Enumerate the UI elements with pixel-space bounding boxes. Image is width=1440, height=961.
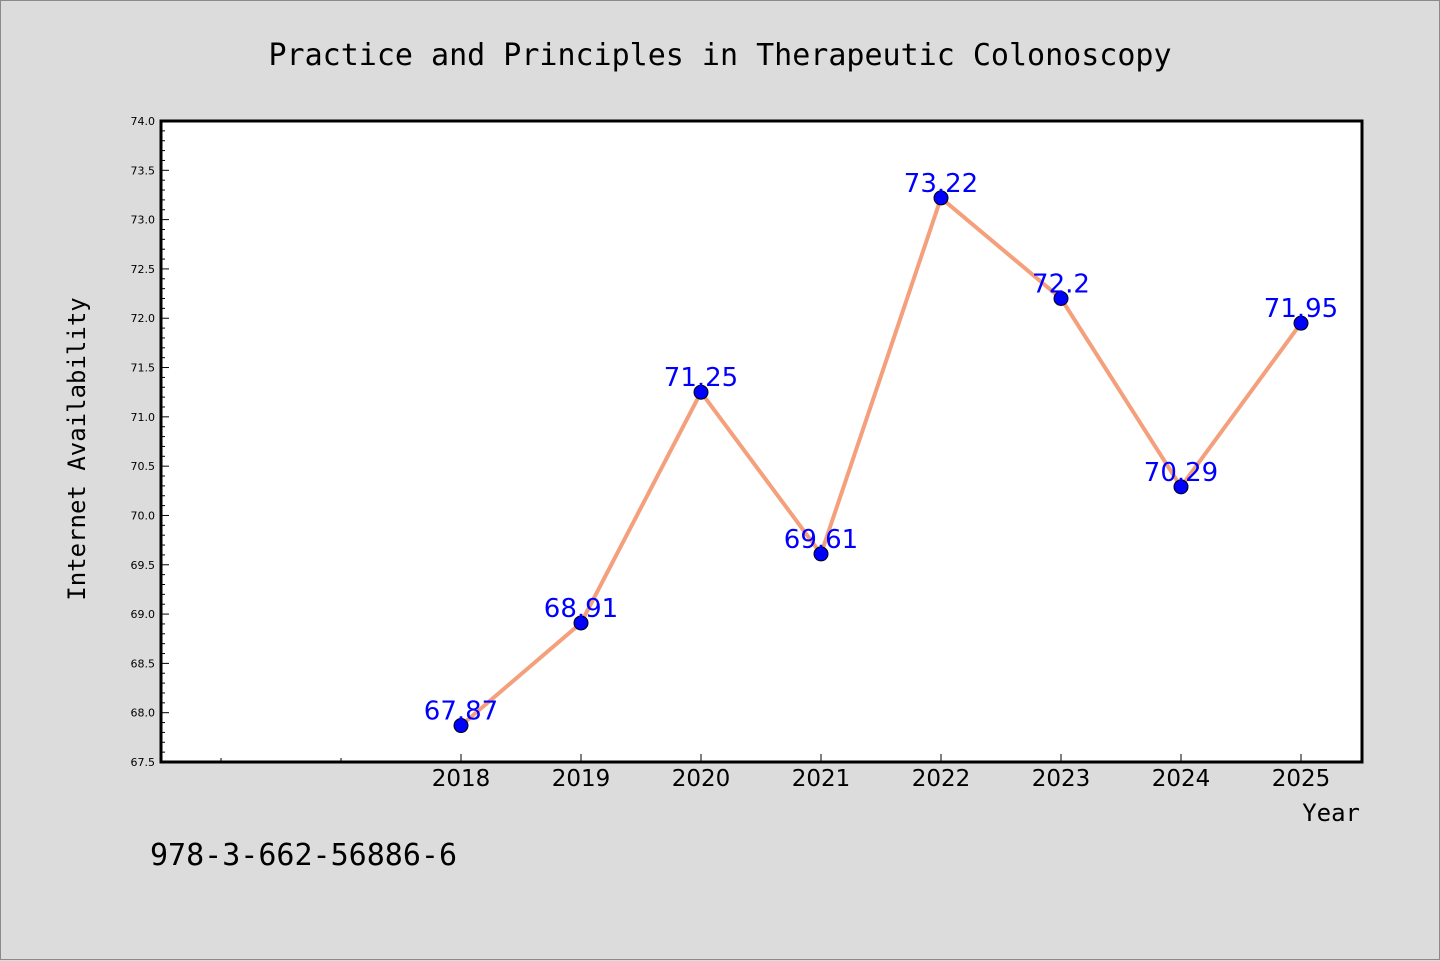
x-tick-label: 2019 [552, 766, 611, 792]
x-tick-label: 2021 [792, 766, 851, 792]
data-label: 70.29 [1144, 458, 1218, 488]
y-tick-label: 68.0 [131, 707, 156, 720]
x-axis-label: Year [1302, 799, 1360, 827]
y-tick-label: 73.5 [131, 164, 156, 177]
x-tick-label: 2020 [672, 766, 731, 792]
data-point [453, 718, 469, 734]
y-tick-label: 68.5 [131, 657, 156, 670]
y-axis-label: Internet Availability [63, 297, 91, 600]
chart-title: Practice and Principles in Therapeutic C… [268, 38, 1171, 73]
y-tick-label: 71.5 [131, 362, 156, 375]
data-point [813, 546, 829, 562]
y-tick-label: 70.5 [131, 460, 156, 473]
data-point [1293, 315, 1309, 331]
y-tick-label: 73.0 [131, 214, 156, 227]
y-tick-label: 74.0 [131, 115, 156, 128]
data-point [1053, 291, 1069, 307]
data-point [573, 615, 589, 631]
data-label: 71.95 [1264, 294, 1338, 324]
series-group: 67.87 68.91 71.25 69.61 73.22 72.2 70.29 71.95 [424, 169, 1338, 734]
y-axis: 67.5 68.0 68.5 69.0 69.5 70.0 70.5 71.0 71.5 72.0… [131, 115, 169, 769]
x-tick-label: 2024 [1152, 766, 1211, 792]
y-tick-label: 69.5 [131, 559, 156, 572]
y-tick-label: 70.0 [131, 509, 156, 522]
y-tick-label: 72.0 [131, 312, 156, 325]
data-label: 71.25 [664, 363, 738, 393]
x-axis: 2018 2019 2020 2021 2022 2023 2024 2025 [220, 754, 1331, 792]
y-tick-label: 67.5 [131, 756, 156, 769]
data-label: 73.22 [904, 169, 978, 199]
data-point [933, 190, 949, 206]
data-label: 69.61 [784, 525, 858, 555]
data-label: 72.2 [1032, 270, 1090, 300]
isbn-footer: 978-3-662-56886-6 [150, 838, 457, 873]
series-line [459, 195, 1303, 728]
data-label: 68.91 [544, 594, 618, 624]
data-point [1173, 479, 1189, 495]
y-tick-label: 72.5 [131, 263, 156, 276]
data-point [693, 384, 709, 400]
x-tick-label: 2025 [1272, 766, 1331, 792]
data-label: 67.87 [424, 697, 498, 727]
y-tick-label: 69.0 [131, 608, 156, 621]
plot-area [159, 119, 1364, 764]
x-tick-label: 2023 [1032, 766, 1091, 792]
x-tick-label: 2022 [912, 766, 971, 792]
x-tick-label: 2018 [432, 766, 491, 792]
y-tick-label: 71.0 [131, 411, 156, 424]
